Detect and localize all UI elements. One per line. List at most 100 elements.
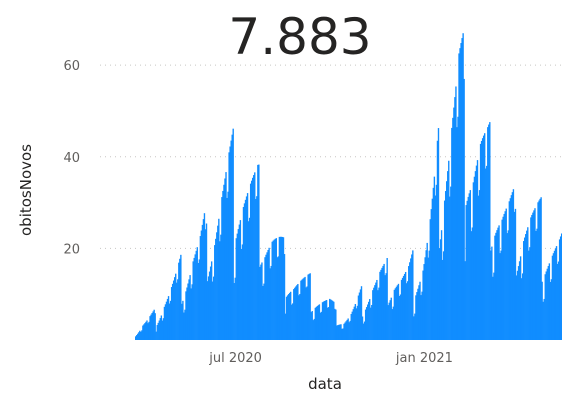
bar	[485, 168, 487, 340]
bar	[238, 224, 241, 340]
bar	[320, 311, 323, 340]
bar	[138, 332, 140, 340]
bar	[550, 279, 553, 340]
bar	[499, 253, 501, 340]
bar	[440, 230, 443, 340]
bar-series	[135, 33, 562, 341]
bar	[480, 140, 483, 340]
bar	[385, 273, 387, 340]
bar	[552, 253, 555, 340]
bar	[256, 196, 258, 340]
bar	[330, 299, 332, 340]
bar	[514, 208, 517, 340]
bar	[477, 195, 480, 340]
bar	[232, 128, 234, 340]
bar	[213, 276, 215, 340]
bar	[464, 261, 466, 340]
bar	[383, 263, 385, 340]
bar	[159, 318, 162, 340]
bar	[287, 294, 290, 340]
bar	[407, 281, 409, 340]
bar	[236, 233, 238, 340]
bar	[281, 236, 284, 340]
bar	[225, 172, 227, 340]
bar	[533, 210, 535, 340]
bar	[294, 287, 296, 340]
bar	[404, 271, 407, 340]
bar	[451, 127, 453, 340]
bar	[535, 230, 537, 340]
bar	[181, 303, 183, 340]
bar	[293, 289, 295, 340]
bar	[146, 320, 148, 340]
bar	[207, 276, 210, 340]
bar	[241, 244, 244, 340]
bar	[233, 283, 235, 340]
bar	[370, 307, 372, 340]
bar	[462, 33, 464, 341]
bar	[363, 321, 366, 340]
bar	[512, 189, 515, 340]
bar	[332, 300, 334, 340]
bar	[426, 242, 428, 340]
bar	[267, 250, 269, 340]
bar	[266, 252, 268, 340]
bar	[147, 323, 149, 340]
bar	[271, 241, 273, 340]
bar	[488, 124, 490, 340]
bar	[490, 250, 492, 340]
bar	[176, 282, 178, 340]
bar	[431, 198, 434, 340]
bar	[242, 206, 245, 340]
bar	[327, 307, 330, 340]
bar	[306, 286, 308, 340]
bar	[381, 267, 383, 340]
bar	[558, 239, 561, 340]
bar	[538, 200, 540, 340]
bar	[321, 302, 324, 340]
bar	[503, 213, 505, 340]
bar	[184, 309, 186, 340]
bar	[395, 286, 398, 340]
bar	[520, 278, 523, 340]
bar	[396, 285, 399, 340]
bar	[476, 160, 479, 340]
bar	[554, 248, 557, 340]
bar	[335, 309, 337, 340]
bar	[140, 331, 142, 340]
bar	[311, 310, 313, 340]
bar	[427, 257, 429, 340]
bar	[219, 241, 221, 340]
bar	[559, 236, 562, 340]
bar	[202, 219, 205, 340]
bar	[302, 278, 304, 340]
bar	[193, 257, 195, 340]
bar	[243, 203, 246, 340]
bar	[153, 309, 155, 340]
bar	[142, 325, 144, 340]
bar	[217, 225, 219, 340]
bar	[532, 212, 534, 340]
bar	[449, 196, 451, 340]
bar	[178, 262, 180, 340]
bar	[220, 234, 222, 340]
bar	[544, 274, 546, 340]
bar	[169, 300, 172, 340]
bar	[467, 196, 469, 340]
bar	[144, 323, 146, 340]
bar	[498, 225, 500, 340]
bar	[526, 230, 528, 340]
bar	[379, 271, 381, 340]
bar	[366, 304, 369, 340]
bar	[372, 290, 374, 340]
bar	[428, 250, 430, 340]
bar	[429, 219, 431, 340]
bar	[245, 196, 248, 340]
bar	[373, 287, 375, 340]
bar	[189, 275, 191, 340]
y-axis-title-wrap: obitosNovos	[6, 90, 46, 290]
bar	[377, 290, 379, 340]
bar	[240, 248, 243, 340]
